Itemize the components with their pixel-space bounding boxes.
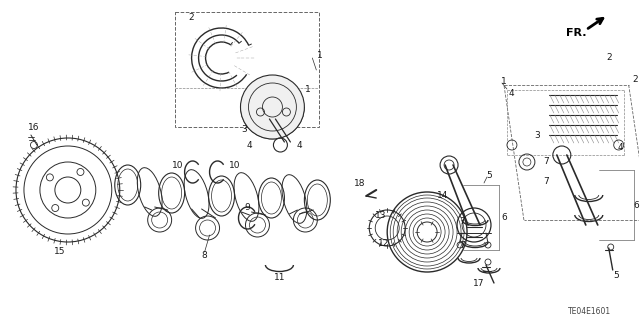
Text: 12: 12 — [378, 240, 389, 249]
Text: 13: 13 — [374, 211, 386, 219]
Text: TE04E1601: TE04E1601 — [568, 308, 611, 316]
Text: 1: 1 — [501, 77, 507, 85]
Text: FR.: FR. — [566, 28, 586, 38]
Text: 4: 4 — [246, 140, 252, 150]
Text: 11: 11 — [274, 273, 285, 283]
Text: 1: 1 — [316, 51, 322, 61]
Text: 1: 1 — [305, 85, 310, 94]
Text: 7: 7 — [459, 241, 465, 249]
Text: 3: 3 — [534, 130, 540, 139]
Text: 9: 9 — [244, 203, 250, 211]
Text: 7: 7 — [459, 218, 465, 226]
Text: 6: 6 — [501, 213, 507, 222]
Text: 6: 6 — [634, 201, 639, 210]
Text: 5: 5 — [486, 170, 492, 180]
Text: 4: 4 — [508, 88, 514, 98]
Text: 15: 15 — [54, 248, 66, 256]
Text: 2: 2 — [189, 13, 195, 23]
Text: 10: 10 — [172, 160, 184, 169]
Text: 5: 5 — [613, 271, 619, 279]
Text: 7: 7 — [543, 158, 548, 167]
Text: 4: 4 — [296, 140, 302, 150]
Text: 14: 14 — [437, 190, 449, 199]
Text: 10: 10 — [228, 160, 240, 169]
Text: 18: 18 — [353, 179, 365, 188]
Text: 2: 2 — [606, 53, 612, 62]
Text: 2: 2 — [632, 76, 637, 85]
Text: 4: 4 — [618, 144, 623, 152]
Text: 16: 16 — [28, 122, 40, 131]
Text: 3: 3 — [242, 125, 248, 135]
Text: 17: 17 — [473, 278, 484, 287]
Text: 8: 8 — [202, 250, 207, 259]
Circle shape — [241, 75, 305, 139]
Text: 7: 7 — [543, 177, 548, 187]
